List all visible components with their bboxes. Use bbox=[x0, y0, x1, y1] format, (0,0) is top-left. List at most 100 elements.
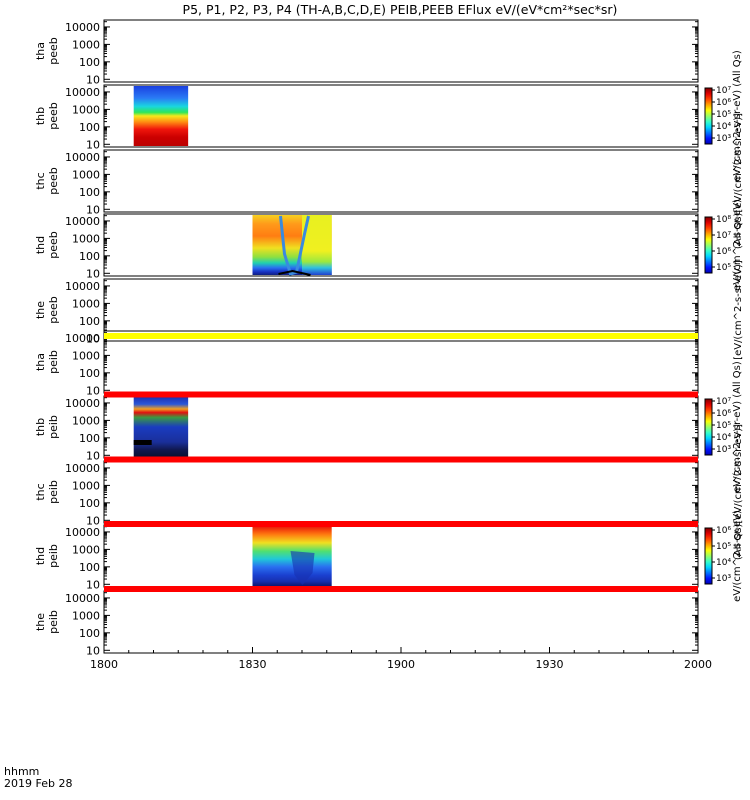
y-tick-label: 10 bbox=[86, 449, 100, 462]
y-tick-label: 10000 bbox=[65, 592, 100, 605]
panel-frame bbox=[103, 213, 699, 277]
y-axis-label-species: peib bbox=[47, 544, 60, 568]
panel-frame bbox=[103, 330, 699, 394]
x-tick-label: 1930 bbox=[536, 658, 564, 671]
spectrogram-feature-dark bbox=[278, 269, 311, 276]
y-tick-label: 100 bbox=[79, 186, 100, 199]
y-axis-label-probe: thc bbox=[34, 172, 47, 189]
y-axis-label-species: peeb bbox=[47, 231, 60, 259]
colorbar: 10⁷ 10⁶ 10⁵ 10⁴ 10³ bbox=[704, 86, 731, 145]
panel-frame bbox=[103, 278, 699, 342]
y-axis-label: thdpeeb bbox=[34, 231, 60, 259]
colorbar-label: eV/(cm^2-s-sr-eV) bbox=[732, 199, 743, 291]
status-bar bbox=[104, 521, 698, 527]
x-axis-label-hhmm: hhmm bbox=[4, 765, 39, 778]
y-tick-label: 10 bbox=[86, 138, 100, 151]
y-axis-label-species: peeb bbox=[47, 102, 60, 130]
y-axis-label-probe: the bbox=[34, 301, 47, 319]
y-tick-label: 1000 bbox=[72, 479, 100, 492]
spectrogram-feature bbox=[290, 551, 315, 585]
colorbar-tick-label: 10⁵ bbox=[716, 110, 731, 120]
y-tick-label: 1000 bbox=[72, 232, 100, 245]
y-tick-label: 100 bbox=[79, 497, 100, 510]
y-tick-label: 10 bbox=[86, 384, 100, 397]
x-axis: hhmm 2019 Feb 28 1800 1830 1900 1930 2000 bbox=[4, 647, 712, 790]
status-bar bbox=[104, 456, 698, 463]
spectrogram-block-thb-peeb bbox=[133, 86, 189, 146]
y-tick-label: 100 bbox=[79, 627, 100, 640]
panel-tha-peeb: 10 100 1000 10000 thapeeb bbox=[34, 19, 699, 86]
y-tick-label: 1000 bbox=[72, 168, 100, 181]
y-axis-label-probe: thc bbox=[34, 483, 47, 500]
colorbar-tick-label: 10⁶ bbox=[716, 526, 731, 536]
y-axis-label: thepeib bbox=[34, 610, 60, 634]
x-tick-label: 1830 bbox=[239, 658, 267, 671]
panel-frame bbox=[103, 460, 699, 524]
y-tick-label: 100 bbox=[79, 315, 100, 328]
y-axis-label-probe: tha bbox=[34, 42, 47, 60]
y-axis-label: thbpeib bbox=[34, 415, 60, 439]
colorbar-tick-label: 10⁷ bbox=[716, 397, 731, 407]
panel-thc-peeb: 10 100 1000 10000 thcpeeb (All Qs)[eV/(cm^2-s… bbox=[34, 113, 744, 249]
colorbar-tick-label: 10⁷ bbox=[716, 86, 731, 96]
y-tick-label: 1000 bbox=[72, 414, 100, 427]
y-axis-label-probe: thd bbox=[34, 547, 47, 565]
y-axis-label-species: peib bbox=[47, 350, 60, 374]
spectrogram-feature-dark bbox=[133, 440, 152, 445]
y-axis-label: thcpeib bbox=[34, 480, 60, 504]
y-tick-label: 10 bbox=[86, 203, 100, 216]
y-axis-label: thdpeib bbox=[34, 544, 60, 568]
y-axis-label-probe: thd bbox=[34, 236, 47, 254]
y-axis-label-species: peib bbox=[47, 610, 60, 634]
y-tick-label: 10 bbox=[86, 332, 100, 345]
colorbar: 10⁶ 10⁵ 10⁴ 10³ bbox=[704, 526, 731, 585]
status-bar bbox=[104, 391, 698, 398]
y-tick-label: 10000 bbox=[65, 397, 100, 410]
colorbar: 10⁷ 10⁶ 10⁵ 10⁴ 10³ bbox=[704, 397, 731, 456]
x-tick-label: 1900 bbox=[387, 658, 415, 671]
y-tick-label: 100 bbox=[79, 250, 100, 263]
colorbar-tick-label: 10³ bbox=[716, 134, 731, 144]
y-tick-label: 100 bbox=[79, 367, 100, 380]
panel-frame bbox=[103, 149, 699, 213]
y-axis-label: thcpeeb bbox=[34, 167, 60, 195]
y-axis-label-species: peeb bbox=[47, 296, 60, 324]
colorbar-scale bbox=[704, 216, 713, 274]
panel-thd-peeb: 10 100 1000 10000 thdpeeb 10⁸ 10⁷ 10⁶ 10⁵ eV/(cm^… bbox=[34, 199, 743, 291]
panel-thb-peib: 10 100 1000 10000 thbpeib 10⁷ 10⁶ 10⁵ 10⁴ 10³ eV/(… bbox=[34, 361, 743, 493]
panel-the-peib: 10 100 1000 10000 thepeib bbox=[34, 590, 699, 657]
y-tick-label: 10000 bbox=[65, 21, 100, 34]
y-tick-label: 100 bbox=[79, 561, 100, 574]
panel-the-peeb: 10 100 1000 10000 thepeeb [eV/(cm^2-s-sr-eV)] bbox=[34, 260, 744, 360]
y-tick-label: 10000 bbox=[65, 526, 100, 539]
colorbar-tick-label: 10⁴ bbox=[716, 122, 731, 132]
y-axis-label: thepeeb bbox=[34, 296, 60, 324]
y-axis-label-species: peib bbox=[47, 480, 60, 504]
y-tick-label: 1000 bbox=[72, 349, 100, 362]
panels: 10100100010000thapeeb10100100010000thbpe… bbox=[34, 19, 744, 657]
y-tick-label: 10000 bbox=[65, 215, 100, 228]
y-tick-label: 100 bbox=[79, 432, 100, 445]
colorbar-scale bbox=[704, 527, 713, 585]
spectrogram-feature bbox=[279, 215, 310, 276]
y-tick-label: 1000 bbox=[72, 297, 100, 310]
colorbar-tick-label: 10⁵ bbox=[716, 421, 731, 431]
colorbar: 10⁸ 10⁷ 10⁶ 10⁵ bbox=[704, 215, 731, 274]
y-axis-label-species: peib bbox=[47, 415, 60, 439]
y-tick-label: 10000 bbox=[65, 86, 100, 99]
colorbar-tick-label: 10⁷ bbox=[716, 231, 731, 241]
panel-frame bbox=[103, 590, 699, 654]
colorbar-tick-label: 10⁶ bbox=[716, 247, 731, 257]
y-tick-label: 10000 bbox=[65, 462, 100, 475]
colorbar-tick-label: 10⁸ bbox=[716, 215, 731, 225]
y-axis-label-species: peeb bbox=[47, 37, 60, 65]
y-tick-label: 1000 bbox=[72, 103, 100, 116]
spectrogram-block-thb-peib bbox=[133, 397, 189, 457]
panel-frame bbox=[103, 524, 699, 588]
x-tick-label: 2000 bbox=[684, 658, 712, 671]
colorbar-label: (All Qs)[eV/(cm^2-s-sr-eV)] bbox=[733, 113, 744, 249]
y-tick-label: 10 bbox=[86, 578, 100, 591]
y-tick-label: 10000 bbox=[65, 151, 100, 164]
y-axis-label-probe: the bbox=[34, 613, 47, 631]
